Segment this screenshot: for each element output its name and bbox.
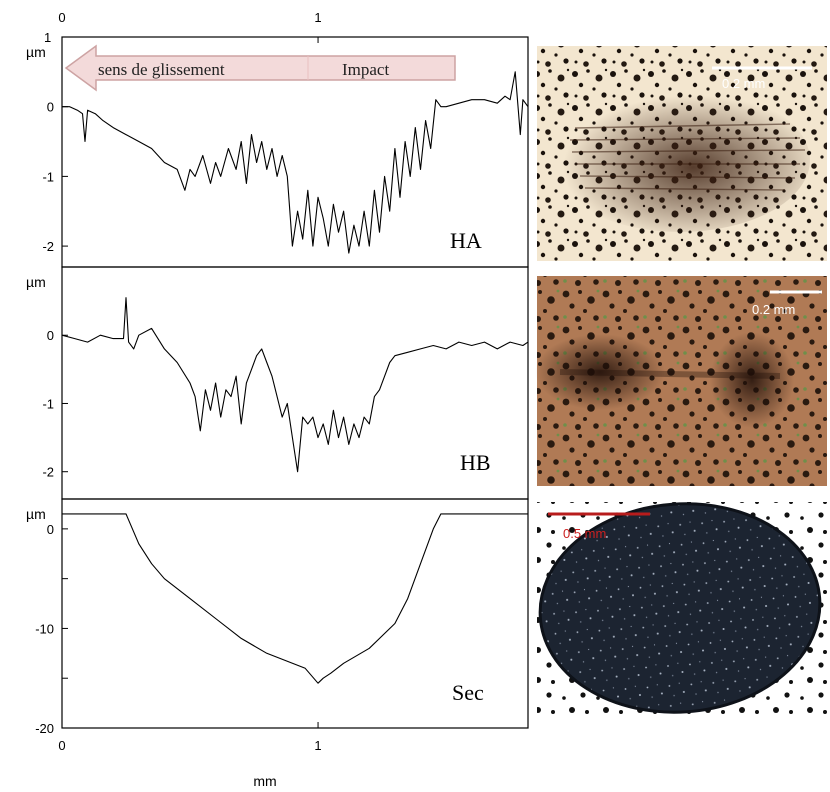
scale-label-sec: 0.5 mm (563, 526, 606, 541)
y-tick-label: 0 (47, 328, 54, 343)
scale-label-hb: 0.2 mm (752, 302, 795, 317)
arrow-shape (64, 44, 456, 92)
panel-label-sec: Sec (452, 680, 484, 705)
arrow-text-sliding: sens de glissement (98, 60, 225, 79)
panel-label-ha: HA (450, 228, 482, 253)
y-tick-label: -10 (35, 621, 54, 636)
micrograph-sec: 0.5 mm (537, 502, 827, 714)
profile-line-ha (62, 71, 529, 254)
y-tick-label: 0 (47, 522, 54, 537)
profile-line-sec (62, 513, 528, 684)
y-unit-label: µm (26, 44, 46, 60)
panel-frame-sec (61, 498, 529, 729)
y-tick-label: -2 (42, 465, 54, 480)
arrow-text-impact: Impact (342, 60, 389, 79)
top-x-tick-label: 0 (58, 10, 65, 25)
micrograph-hb: 0.2 mm (535, 276, 827, 486)
x-tick-label: 0 (58, 738, 65, 753)
y-tick-label: -20 (35, 721, 54, 736)
y-unit-label: µm (26, 274, 46, 290)
top-edge-label: 1 (44, 30, 51, 45)
x-axis-label: mm (253, 773, 276, 789)
y-unit-label: µm (26, 506, 46, 522)
micrograph-ha: 0.2 mm (537, 46, 827, 261)
panel-frame-hb (61, 266, 529, 500)
y-tick-label: -1 (42, 169, 54, 184)
y-tick-label: -2 (42, 239, 54, 254)
panel-label-hb: HB (460, 450, 491, 475)
x-tick-label: 1 (314, 738, 321, 753)
scale-label-ha: 0.2 mm (722, 76, 765, 91)
sliding-direction-arrow: sens de glissement Impact (64, 44, 456, 92)
profile-line-hb (61, 297, 529, 473)
top-x-tick-label: 1 (314, 10, 321, 25)
y-tick-label: -1 (42, 396, 54, 411)
y-tick-label: 0 (47, 100, 54, 115)
